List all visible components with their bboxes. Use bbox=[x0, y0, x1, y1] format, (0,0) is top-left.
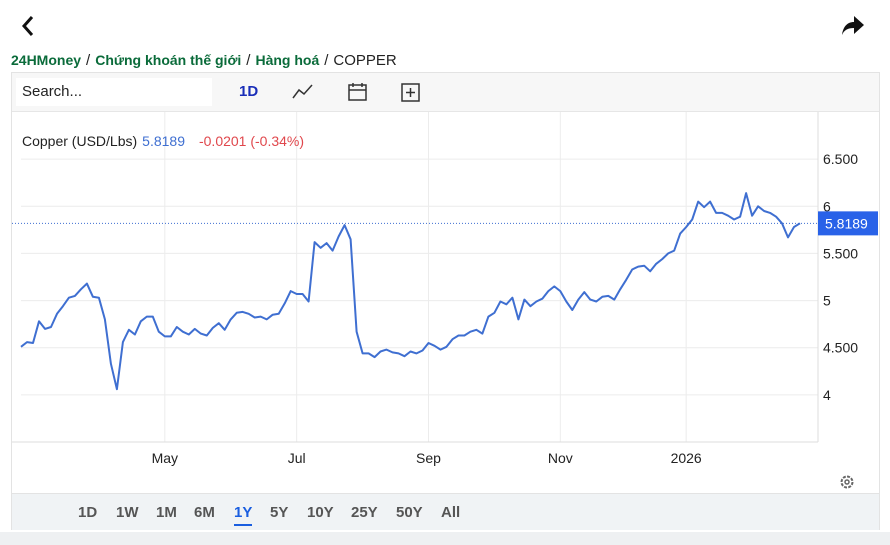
x-tick-label: Sep bbox=[416, 450, 441, 466]
interval-button[interactable]: 1D bbox=[239, 83, 259, 100]
legend-change: -0.0201 (-0.34%) bbox=[199, 133, 304, 149]
x-tick-label: May bbox=[152, 450, 178, 466]
range-button[interactable]: 10Y bbox=[307, 504, 334, 521]
range-bar: 1D 1W 1M 6M 1Y 5Y 10Y 25Y 50Y All bbox=[12, 493, 879, 530]
x-tick-label: Jul bbox=[288, 450, 306, 466]
y-tick-label: 6 bbox=[823, 198, 831, 214]
range-button[interactable]: 1W bbox=[116, 504, 139, 521]
chart-panel: Search... 1D 4 4.500 5 5.500 6 6.500 May Jul Sep… bbox=[11, 72, 880, 530]
back-button[interactable] bbox=[18, 14, 40, 38]
range-button[interactable]: All bbox=[441, 504, 461, 521]
search-box[interactable]: Search... bbox=[16, 78, 212, 106]
breadcrumb-separator: / bbox=[324, 52, 329, 69]
x-tick-label: Nov bbox=[548, 450, 573, 466]
y-tick-label: 4.500 bbox=[823, 340, 858, 356]
breadcrumb-separator: / bbox=[86, 52, 91, 69]
range-button[interactable]: 1M bbox=[156, 504, 177, 521]
y-tick-label: 6.500 bbox=[823, 151, 858, 167]
breadcrumb-separator: / bbox=[246, 52, 251, 69]
y-tick-label: 5 bbox=[823, 293, 831, 309]
last-price-badge bbox=[818, 211, 878, 236]
range-button[interactable]: 25Y bbox=[351, 504, 378, 521]
legend: Copper (USD/Lbs) 5.8189 -0.0201 (-0.34%) bbox=[22, 133, 304, 149]
breadcrumb-link: 24HMoney bbox=[11, 52, 82, 68]
last-price-label: 5.8189 bbox=[825, 215, 868, 231]
date-button[interactable] bbox=[347, 82, 369, 102]
range-button[interactable]: 6M bbox=[194, 504, 215, 521]
breadcrumb: 24HMoney / Chứng khoán thế giới / Hàng hoá / C… bbox=[11, 52, 397, 69]
price-line bbox=[20, 192, 801, 391]
range-button[interactable]: 5Y bbox=[270, 504, 289, 521]
share-button[interactable] bbox=[840, 14, 866, 38]
breadcrumb-link: Hàng hoá bbox=[255, 52, 320, 68]
legend-price: 5.8189 bbox=[142, 133, 185, 149]
chart: 4 4.500 5 5.500 6 6.500 May Jul Sep Nov 2026 5.8189… bbox=[12, 112, 878, 466]
footer-strip bbox=[0, 532, 890, 545]
range-button[interactable]: 50Y bbox=[396, 504, 423, 521]
legend-name: Copper (USD/Lbs) bbox=[22, 133, 137, 149]
range-button[interactable]: 1D bbox=[78, 504, 98, 521]
y-tick-label: 4 bbox=[823, 387, 831, 403]
settings-button[interactable] bbox=[838, 473, 856, 491]
y-tick-label: 5.500 bbox=[823, 245, 858, 261]
toolbar: Search... 1D bbox=[12, 73, 879, 112]
x-tick-label: 2026 bbox=[671, 450, 702, 466]
range-button[interactable]: 1Y bbox=[234, 504, 253, 526]
breadcrumb-link: Chứng khoán thế giới bbox=[95, 52, 242, 68]
add-button[interactable] bbox=[400, 82, 422, 104]
breadcrumb-current: COPPER bbox=[333, 52, 397, 69]
chart-style-button[interactable] bbox=[292, 82, 314, 102]
